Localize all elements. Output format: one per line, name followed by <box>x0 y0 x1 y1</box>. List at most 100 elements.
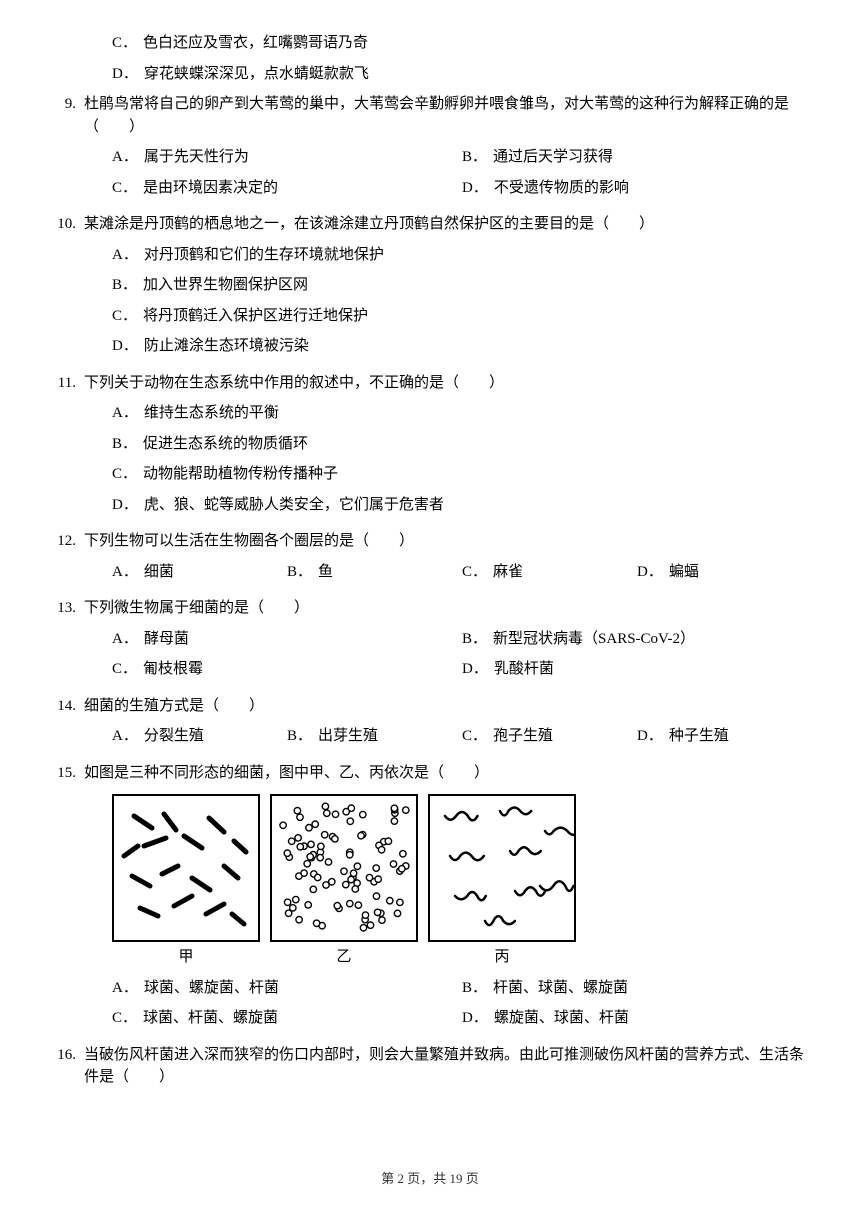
option-text: 防止滩涂生态环境被污染 <box>144 335 309 358</box>
option-text: 球菌、螺旋菌、杆菌 <box>144 977 279 1000</box>
options: A．细菌B．鱼C．麻雀D．蝙蝠 <box>112 561 812 584</box>
option-text: 酵母菌 <box>144 628 189 651</box>
question-number: 13. <box>48 597 84 620</box>
option: C． 是由环境因素决定的 <box>112 177 462 200</box>
option-row: C．是由环境因素决定的D．不受遗传物质的影响 <box>112 177 812 200</box>
option: A． 球菌、螺旋菌、杆菌 <box>112 977 462 1000</box>
question: 11.下列关于动物在生态系统中作用的叙述中，不正确的是（ ）A．维持生态系统的平… <box>48 372 812 517</box>
option-row: A． 属于先天性行为 B．通过后天学习获得 <box>112 146 812 169</box>
option-text: 鱼 <box>318 561 333 584</box>
option-text: 穿花蛱蝶深深见，点水蜻蜓款款飞 <box>144 63 369 86</box>
option-row: A． 球菌、螺旋菌、杆菌 B．杆菌、球菌、螺旋菌 <box>112 977 812 1000</box>
leading-options: C． 色白还应及雪衣，红嘴鹦哥语乃奇 D． 穿花蛱蝶深深见，点水蜻蜓款款飞 <box>112 32 812 85</box>
option: B． 加入世界生物圈保护区网 <box>112 274 812 297</box>
question-number: 9. <box>48 93 84 116</box>
option: D． 防止滩涂生态环境被污染 <box>112 335 812 358</box>
option-text: 新型冠状病毒（SARS-CoV-2） <box>493 628 695 651</box>
question-stem: 14.细菌的生殖方式是（ ） <box>48 695 812 718</box>
option-text: 维持生态系统的平衡 <box>144 402 279 425</box>
option-row: B．促进生态系统的物质循环 <box>112 433 812 456</box>
option-letter: A． <box>112 725 138 748</box>
option-text: 球菌、杆菌、螺旋菌 <box>143 1007 278 1030</box>
bacteria-figure: 甲乙丙 <box>112 794 812 969</box>
options: A．酵母菌B．新型冠状病毒（SARS-CoV-2）C．匍枝根霉D．乳酸杆菌 <box>112 628 812 681</box>
option: B．新型冠状病毒（SARS-CoV-2） <box>462 628 812 651</box>
question-text: 杜鹃鸟常将自己的卵产到大苇莺的巢中，大苇莺会辛勤孵卵并喂食雏鸟，对大苇莺的这种行… <box>84 93 812 138</box>
option-row: A．分裂生殖B．出芽生殖C．孢子生殖D．种子生殖 <box>112 725 812 748</box>
option-row: D．虎、狼、蛇等威胁人类安全，它们属于危害者 <box>112 494 812 517</box>
question: 12.下列生物可以生活在生物圈各个圈层的是（ ）A．细菌B．鱼C．麻雀D．蝙蝠 <box>48 530 812 583</box>
question-number: 12. <box>48 530 84 553</box>
question-stem: 15.如图是三种不同形态的细菌，图中甲、乙、丙依次是（ ） <box>48 762 812 785</box>
option-text: 杆菌、球菌、螺旋菌 <box>493 977 628 1000</box>
option-row: A． 维持生态系统的平衡 <box>112 402 812 425</box>
option-letter: A． <box>112 146 138 169</box>
option-text: 细菌 <box>144 561 174 584</box>
option-row: D． 防止滩涂生态环境被污染 <box>112 335 812 358</box>
question-number: 10. <box>48 213 84 236</box>
option-letter: C． <box>112 658 137 681</box>
option-row: C．匍枝根霉D．乳酸杆菌 <box>112 658 812 681</box>
option-text: 色白还应及雪衣，红嘴鹦哥语乃奇 <box>143 32 368 55</box>
option-text: 属于先天性行为 <box>144 146 249 169</box>
option: B．通过后天学习获得 <box>462 146 812 169</box>
option: B．杆菌、球菌、螺旋菌 <box>462 977 812 1000</box>
option-letter: B． <box>287 725 312 748</box>
question-stem: 13.下列微生物属于细菌的是（ ） <box>48 597 812 620</box>
option-letter: B． <box>112 274 137 297</box>
option-letter: C． <box>112 177 137 200</box>
option-letter: C． <box>112 1007 137 1030</box>
option-letter: C． <box>112 305 137 328</box>
question-text: 细菌的生殖方式是（ ） <box>84 695 812 718</box>
option: C． 麻雀 <box>462 561 637 584</box>
question-stem: 9.杜鹃鸟常将自己的卵产到大苇莺的巢中，大苇莺会辛勤孵卵并喂食雏鸟，对大苇莺的这… <box>48 93 812 138</box>
option: D．螺旋菌、球菌、杆菌 <box>462 1007 812 1030</box>
option-text: 是由环境因素决定的 <box>143 177 278 200</box>
option: A． 属于先天性行为 <box>112 146 462 169</box>
option-letter: C． <box>462 725 487 748</box>
option: A． 维持生态系统的平衡 <box>112 402 812 425</box>
option: D． 穿花蛱蝶深深见，点水蜻蜓款款飞 <box>112 63 812 86</box>
option-letter: C． <box>462 561 487 584</box>
option-letter: D． <box>112 335 138 358</box>
option-text: 麻雀 <box>493 561 523 584</box>
figure-panel-box <box>428 794 576 942</box>
option-text: 乳酸杆菌 <box>494 658 554 681</box>
figure-panel-label: 丙 <box>494 946 509 969</box>
figure-panel: 甲 <box>112 794 260 969</box>
option-row: C． 球菌、杆菌、螺旋菌 D．螺旋菌、球菌、杆菌 <box>112 1007 812 1030</box>
figure-panel-box <box>270 794 418 942</box>
option: D．虎、狼、蛇等威胁人类安全，它们属于危害者 <box>112 494 812 517</box>
option: A．对丹顶鹤和它们的生存环境就地保护 <box>112 244 812 267</box>
option-text: 孢子生殖 <box>493 725 553 748</box>
option-letter: A． <box>112 628 138 651</box>
option-text: 分裂生殖 <box>144 725 204 748</box>
option-text: 加入世界生物圈保护区网 <box>143 274 308 297</box>
option-letter: D． <box>637 561 663 584</box>
figure-panel-label: 乙 <box>336 946 351 969</box>
question-stem: 10.某滩涂是丹顶鹤的栖息地之一，在该滩涂建立丹顶鹤自然保护区的主要目的是（ ） <box>48 213 812 236</box>
options: A．维持生态系统的平衡B．促进生态系统的物质循环C．动物能帮助植物传粉传播种子D… <box>112 402 812 516</box>
option-text: 对丹顶鹤和它们的生存环境就地保护 <box>144 244 384 267</box>
question: 14.细菌的生殖方式是（ ）A．分裂生殖B．出芽生殖C．孢子生殖D．种子生殖 <box>48 695 812 748</box>
question-number: 15. <box>48 762 84 785</box>
option-row: A． 酵母菌 B．新型冠状病毒（SARS-CoV-2） <box>112 628 812 651</box>
option-letter: A． <box>112 402 138 425</box>
option: B．出芽生殖 <box>287 725 462 748</box>
question: 16.当破伤风杆菌进入深而狭窄的伤口内部时，则会大量繁殖并致病。由此可推测破伤风… <box>48 1044 812 1089</box>
option: A． 酵母菌 <box>112 628 462 651</box>
option: C． 孢子生殖 <box>462 725 637 748</box>
option-row: A．细菌B．鱼C．麻雀D．蝙蝠 <box>112 561 812 584</box>
question-number: 16. <box>48 1044 84 1067</box>
option-row: C．将丹顶鹤迁入保护区进行迁地保护 <box>112 305 812 328</box>
option: C． 色白还应及雪衣，红嘴鹦哥语乃奇 <box>112 32 812 55</box>
figure-panel: 乙 <box>270 794 418 969</box>
option-letter: D． <box>462 658 488 681</box>
question-text: 下列关于动物在生态系统中作用的叙述中，不正确的是（ ） <box>84 372 812 395</box>
option: C．将丹顶鹤迁入保护区进行迁地保护 <box>112 305 812 328</box>
option-letter: C． <box>112 32 137 55</box>
option-letter: B． <box>462 146 487 169</box>
option-letter: A． <box>112 977 138 1000</box>
option-text: 不受遗传物质的影响 <box>494 177 629 200</box>
option: D． 乳酸杆菌 <box>462 658 812 681</box>
